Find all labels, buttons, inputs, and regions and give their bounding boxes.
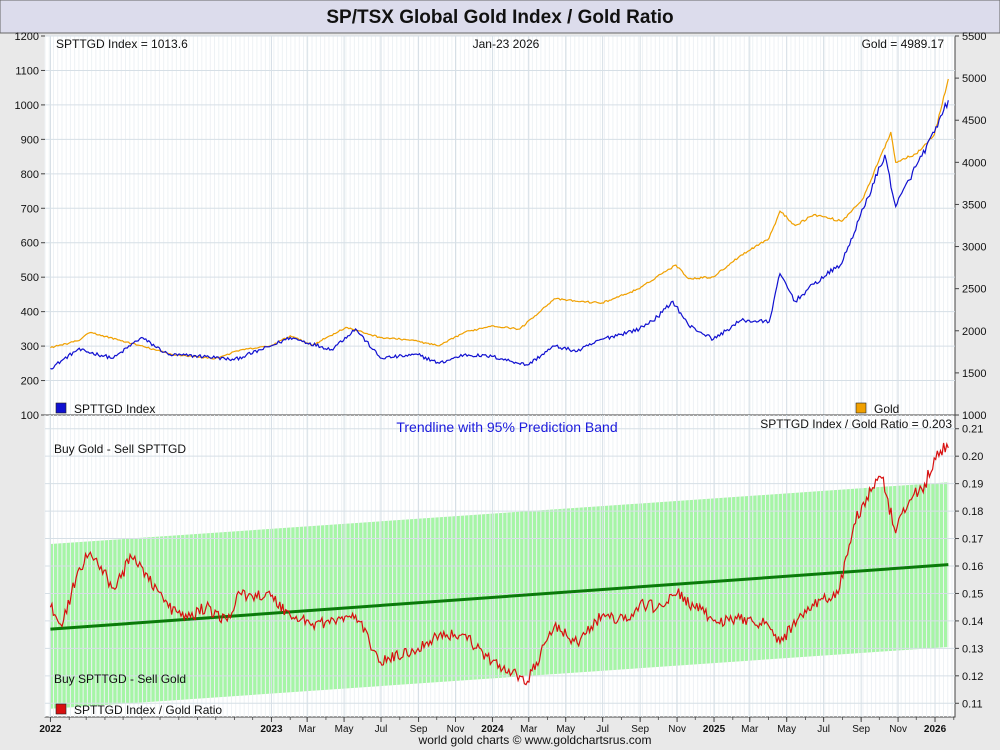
top-panel: 100200300400500600700800900100011001200 … (15, 31, 987, 422)
bottom-right-tick-label: 0.18 (962, 506, 983, 518)
x-tick-label: 2025 (703, 724, 726, 735)
x-tick-label: Sep (852, 724, 870, 735)
left-tick-label: 1200 (15, 31, 39, 43)
x-tick-label: May (556, 724, 575, 735)
top-label-left: SPTTGD Index = 1013.6 (56, 37, 188, 51)
left-tick-label: 1100 (15, 65, 39, 77)
footer-credit: world gold charts © www.goldchartsrus.co… (418, 733, 652, 747)
x-tick-label: Mar (741, 724, 759, 735)
left-tick-label: 700 (21, 203, 39, 215)
trendline (50, 563, 949, 631)
bottom-panel: 0.11 0.12 0.13 0.14 0.15 0.16 0.17 0.18 0.19 0.20… (44, 414, 983, 718)
x-tick-label: Sep (631, 724, 649, 735)
right-tick-label: 3500 (962, 199, 986, 211)
left-tick-label: 100 (21, 410, 39, 422)
buy-sptt-label: Buy SPTTGD - Sell Gold (54, 672, 186, 686)
top-left-axis: 100 200 300 400 500 600 700 800 900 1000 1100 1200 (15, 31, 45, 422)
left-tick-label: 200 (21, 376, 39, 388)
top-right-axis: 1000 1500 2000 2500 3000 3500 4000 4500 5000 5500 (955, 31, 986, 422)
top-label-center: Jan-23 2026 (473, 37, 540, 51)
left-tick-label: 1000 (15, 100, 39, 112)
x-tick-label: 2024 (481, 724, 504, 735)
top-label-right: Gold = 4989.17 (862, 37, 945, 51)
bottom-right-tick-label: 0.15 (962, 588, 983, 600)
title-bar (0, 0, 1000, 34)
top-vertical-grid (44, 36, 953, 415)
bottom-right-axis: 0.11 0.12 0.13 0.14 0.15 0.16 0.17 0.18 0.19 0.20… (955, 424, 983, 710)
legend-sptt-swatch (55, 402, 67, 414)
bottom-right-tick-label: 0.19 (962, 479, 983, 491)
top-horizontal-grid (45, 35, 955, 416)
x-tick-label: Jul (817, 724, 830, 735)
top-plot-area (44, 35, 956, 416)
x-tick-label: 2022 (39, 724, 62, 735)
x-tick-label: Jul (596, 724, 609, 735)
left-tick-label: 900 (21, 134, 39, 146)
right-tick-label: 5000 (962, 73, 986, 85)
left-tick-label: 300 (21, 341, 39, 353)
bottom-right-tick-label: 0.14 (962, 616, 983, 628)
legend-ratio-swatch (55, 703, 67, 715)
bottom-right-tick-label: 0.12 (962, 671, 983, 683)
ratio-series-line (49, 441, 949, 686)
right-tick-label: 3000 (962, 242, 986, 254)
x-tick-label: May (777, 724, 796, 735)
right-tick-label: 2500 (962, 284, 986, 296)
legend-sptt-label: SPTTGD Index (74, 402, 155, 416)
x-tick-label: Nov (668, 724, 686, 735)
legend-ratio-label: SPTTGD Index / Gold Ratio (74, 703, 222, 717)
buy-gold-label: Buy Gold - Sell SPTTGD (54, 442, 186, 456)
right-tick-label: 4000 (962, 157, 986, 169)
bottom-right-tick-label: 0.13 (962, 643, 983, 655)
chart-title: SP/TSX Global Gold Index / Gold Ratio (326, 7, 673, 28)
x-tick-label: Nov (889, 724, 907, 735)
legend-gold-label: Gold (874, 402, 899, 416)
bottom-right-tick-label: 0.21 (962, 424, 983, 436)
right-tick-label: 2000 (962, 326, 986, 338)
right-tick-label: 1500 (962, 368, 986, 380)
gold-series-line (50, 78, 949, 360)
bottom-label-right: SPTTGD Index / Gold Ratio = 0.203 (760, 417, 952, 431)
left-tick-label: 600 (21, 238, 39, 250)
left-tick-label: 500 (21, 272, 39, 284)
x-tick-label: Jul (375, 724, 388, 735)
x-tick-label: Mar (299, 724, 317, 735)
left-tick-label: 800 (21, 169, 39, 181)
x-tick-label: May (335, 724, 354, 735)
sptt-series-line (50, 100, 949, 370)
x-tick-label: 2026 (924, 724, 947, 735)
band-title: Trendline with 95% Prediction Band (396, 419, 617, 435)
right-tick-label: 5500 (962, 31, 986, 43)
bottom-right-tick-label: 0.11 (962, 698, 983, 710)
x-tick-label: Sep (410, 724, 428, 735)
bottom-horizontal-grid (45, 428, 955, 704)
x-tick-label: Nov (447, 724, 465, 735)
bottom-right-tick-label: 0.16 (962, 561, 983, 573)
bottom-right-tick-label: 0.17 (962, 534, 983, 546)
left-tick-label: 400 (21, 307, 39, 319)
right-tick-label: 4500 (962, 115, 986, 127)
x-tick-label: 2023 (260, 724, 283, 735)
right-tick-label: 1000 (962, 410, 986, 422)
bottom-right-tick-label: 0.20 (962, 451, 983, 463)
x-tick-label: Mar (520, 724, 538, 735)
legend-gold-swatch (855, 402, 867, 414)
x-axis: 2022 2023 Mar May Jul Sep Nov 2024 Mar May Jul Sep N… (39, 717, 955, 735)
